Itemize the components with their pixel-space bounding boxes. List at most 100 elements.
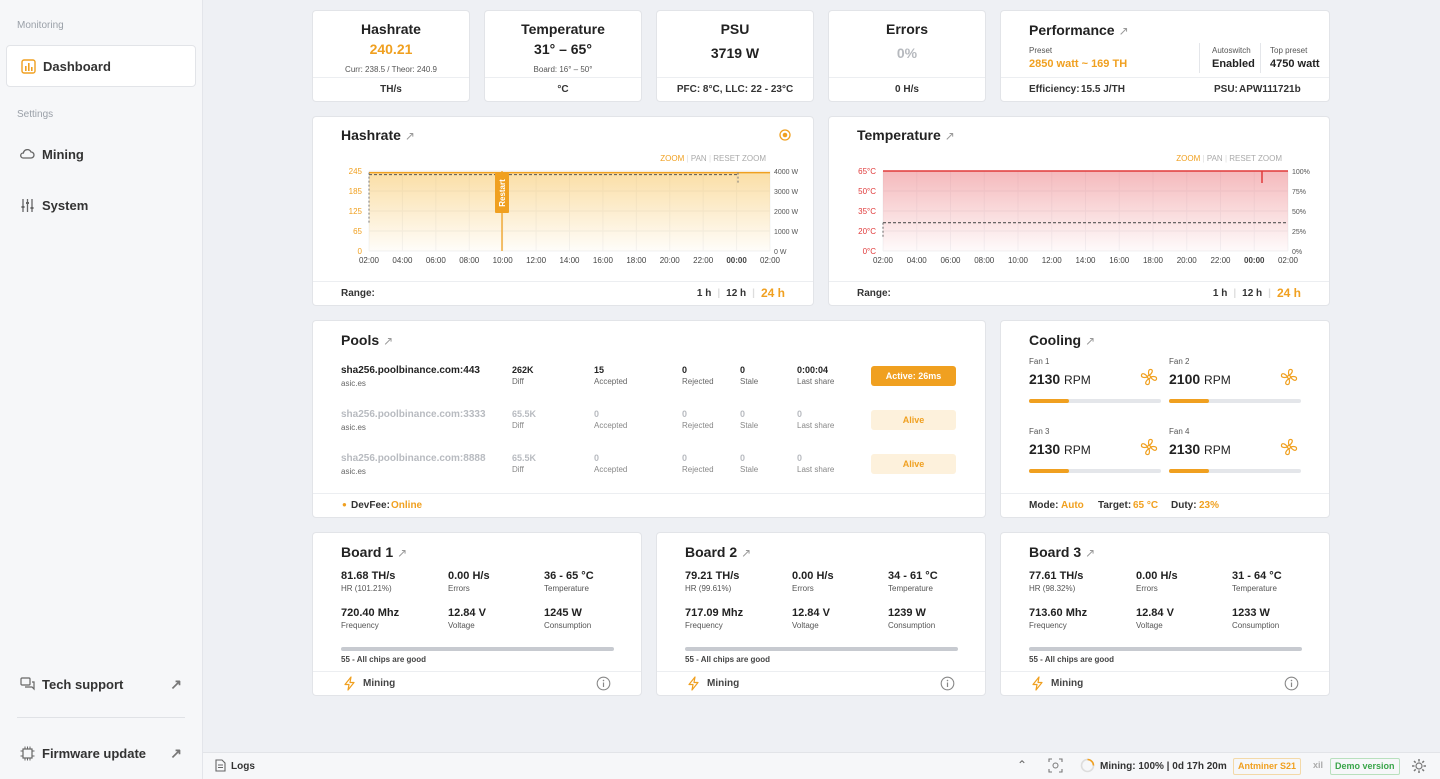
- range-24h[interactable]: 24 h: [1276, 286, 1301, 300]
- mining-status: Mining: 100% | 0d 17h 20m: [1100, 761, 1227, 772]
- board-title[interactable]: Board 2 ↗: [685, 544, 752, 560]
- y2-tick-label: 2000 W: [774, 209, 799, 216]
- stat-foot: PFC: 8°C, LLC: 22 - 23°C: [657, 77, 813, 101]
- x-tick-label: 10:00: [493, 256, 514, 265]
- pool-accepted: 0 Accepted: [594, 453, 628, 474]
- x-tick-label: 20:00: [660, 256, 681, 265]
- fan-1: Fan 1 2130 RPM: [1029, 357, 1161, 417]
- external-link-icon: ↗: [170, 675, 182, 692]
- external-link-icon: ↗: [1085, 334, 1096, 348]
- cooling-title[interactable]: Cooling ↗: [1029, 332, 1096, 348]
- top-preset-label: Top preset: [1270, 46, 1308, 55]
- hashrate-chart-title[interactable]: Hashrate ↗: [341, 127, 415, 143]
- pool-row[interactable]: sha256.poolbinance.com:443 asic.es 262K Di…: [341, 363, 957, 403]
- y2-tick-label: 0%: [1292, 249, 1302, 256]
- status-bar: Logs ⌃ Mining: 100% | 0d 17h 20m Antmine…: [203, 752, 1440, 779]
- model-badge: Antminer S21: [1233, 758, 1302, 775]
- sidebar-item-label: Mining: [42, 146, 84, 162]
- chips-status: 55 - All chips are good: [341, 655, 427, 664]
- efficiency-value: 15.5 J/TH: [1081, 84, 1125, 95]
- pan-button[interactable]: PAN: [690, 154, 707, 163]
- pool-row[interactable]: sha256.poolbinance.com:3333 asic.es 65.5K…: [341, 407, 957, 447]
- temperature-chart-title[interactable]: Temperature ↗: [857, 127, 955, 143]
- settings-chip-icon[interactable]: [1411, 758, 1427, 777]
- sidebar-item-mining[interactable]: Mining: [6, 133, 196, 175]
- pool-stale: 0 Stale: [740, 453, 759, 474]
- range-1h[interactable]: 1 h: [696, 287, 712, 299]
- fan-rpm: 2130 RPM: [1029, 371, 1091, 387]
- mode-label: Mode:: [1029, 500, 1059, 511]
- chevron-up-icon[interactable]: ⌃: [1017, 758, 1028, 772]
- pool-diff: 65.5K Diff: [512, 409, 537, 430]
- pool-rejected: 0 Rejected: [682, 453, 714, 474]
- devfee-bar: ● DevFee: Online: [313, 493, 985, 517]
- x-tick-label: 18:00: [1143, 256, 1164, 265]
- performance-title[interactable]: Performance ↗: [1029, 22, 1129, 38]
- fan-4: Fan 4 2130 RPM: [1169, 427, 1301, 487]
- chips-bar: [685, 647, 958, 651]
- x-tick-label: 08:00: [459, 256, 480, 265]
- pool-row[interactable]: sha256.poolbinance.com:8888 asic.es 65.5K…: [341, 451, 957, 491]
- range-1h[interactable]: 1 h: [1212, 287, 1228, 299]
- reset-zoom-button[interactable]: RESET ZOOM: [713, 154, 766, 163]
- info-icon[interactable]: [940, 676, 955, 694]
- sidebar-item-tech-support[interactable]: Tech support ↗: [6, 663, 196, 705]
- pool-last: 0:00:04 Last share: [797, 365, 835, 386]
- sidebar-item-firmware-update[interactable]: Firmware update ↗: [6, 732, 196, 774]
- range-options: 1 h | 12 h | 24 h: [1212, 286, 1301, 300]
- pools-title[interactable]: Pools ↗: [341, 332, 394, 348]
- range-24h[interactable]: 24 h: [760, 286, 785, 300]
- board-title[interactable]: Board 1 ↗: [341, 544, 408, 560]
- sidebar-item-system[interactable]: System: [6, 184, 196, 226]
- info-icon[interactable]: [596, 676, 611, 694]
- pools-card: Pools ↗ sha256.poolbinance.com:443 asic.e…: [312, 320, 986, 518]
- reset-zoom-button[interactable]: RESET ZOOM: [1229, 154, 1282, 163]
- x-tick-label: 18:00: [626, 256, 647, 265]
- board-title[interactable]: Board 3 ↗: [1029, 544, 1096, 560]
- autoswitch-label: Autoswitch: [1212, 46, 1251, 55]
- external-link-icon: ↗: [1118, 24, 1129, 38]
- range-options: 1 h | 12 h | 24 h: [696, 286, 785, 300]
- y2-tick-label: 0 W: [774, 249, 787, 256]
- chips-bar: [1029, 647, 1302, 651]
- board-frequency: 720.40 Mhz Frequency: [341, 607, 400, 630]
- fan-icon: [1139, 367, 1159, 390]
- logs-toggle[interactable]: Logs: [231, 761, 255, 772]
- board-hashrate: 77.61 TH/s HR (98.32%): [1029, 570, 1084, 593]
- pool-user: asic.es: [341, 423, 366, 432]
- lightning-icon: [687, 676, 700, 694]
- fan-3: Fan 3 2130 RPM: [1029, 427, 1161, 487]
- range-12h[interactable]: 12 h: [1242, 287, 1263, 299]
- duty-value: 23%: [1199, 500, 1220, 511]
- chips-status: 55 - All chips are good: [1029, 655, 1115, 664]
- pan-button[interactable]: PAN: [1206, 154, 1223, 163]
- range-12h[interactable]: 12 h: [726, 287, 747, 299]
- screenshot-icon[interactable]: [1048, 758, 1063, 776]
- lightning-icon: [343, 676, 356, 694]
- performance-card[interactable]: Performance ↗ Preset 2850 watt ~ 169 TH A…: [1000, 10, 1330, 102]
- sidebar-section-settings: Settings: [17, 109, 54, 120]
- chips-bar: [341, 647, 614, 651]
- top-preset-value: 4750 watt: [1270, 58, 1320, 70]
- demo-badge: Demo version: [1330, 758, 1400, 775]
- y-tick-label: 0: [358, 247, 363, 256]
- external-link-icon: ↗: [944, 129, 955, 143]
- sidebar-item-dashboard[interactable]: Dashboard: [6, 45, 196, 87]
- sidebar-item-label: Tech support: [42, 676, 124, 692]
- cooling-card: Cooling ↗ Fan 1 2130 RPM Fan 2 2100 RPM: [1000, 320, 1330, 518]
- x-tick-label: 00:00: [726, 256, 747, 265]
- pool-stale: 0 Stale: [740, 409, 759, 430]
- zoom-button[interactable]: ZOOM: [660, 154, 685, 163]
- stat-title: Errors: [885, 21, 929, 37]
- y-tick-label: 185: [349, 187, 363, 196]
- stat-value: 240.21: [369, 41, 413, 57]
- temperature-chart[interactable]: 65°C 100%50°C 75%35°C 50%20°C 25%0°C 0%02:00 0…: [829, 162, 1330, 274]
- info-icon[interactable]: [1284, 676, 1299, 694]
- board-errors: 0.00 H/s Errors: [1136, 570, 1178, 593]
- board-temperature: 36 - 65 °C Temperature: [544, 570, 594, 593]
- target-icon[interactable]: [779, 129, 791, 144]
- zoom-button[interactable]: ZOOM: [1176, 154, 1201, 163]
- duty-label: Duty:: [1171, 500, 1197, 511]
- y2-tick-label: 4000 W: [774, 169, 799, 176]
